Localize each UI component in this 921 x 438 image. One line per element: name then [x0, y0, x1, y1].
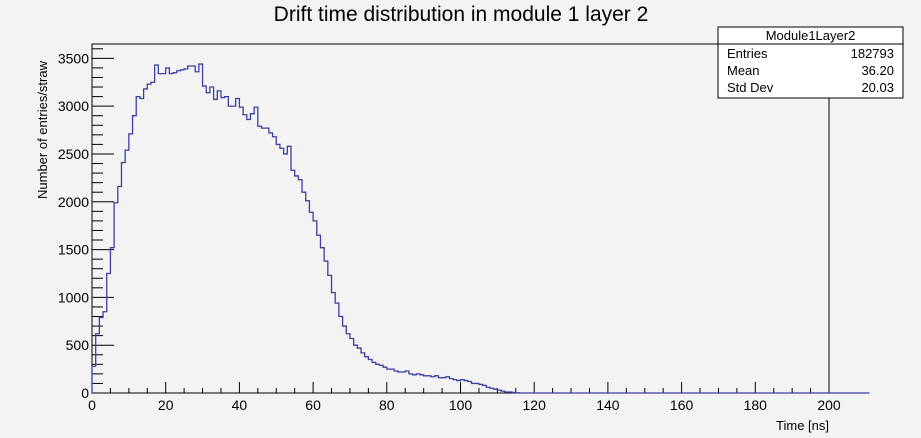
stats-value-mean: 36.20	[861, 63, 894, 78]
x-tick-label: 20	[158, 397, 174, 413]
x-tick-label: 80	[379, 397, 395, 413]
x-tick-label: 60	[305, 397, 321, 413]
y-tick-label: 3500	[58, 50, 89, 66]
stats-box-border	[717, 26, 904, 99]
y-axis-ticks: 0 500 1000 1500 2000 2500 3000 3500	[58, 48, 114, 401]
y-tick-label: 1000	[58, 289, 89, 305]
stats-label-std-dev: Std Dev	[727, 80, 774, 95]
x-tick-label: 120	[523, 397, 547, 413]
y-tick-label: 2500	[58, 146, 89, 162]
y-axis-title: Number of entries/straw	[35, 60, 50, 199]
stats-value-entries: 182793	[851, 46, 894, 61]
x-tick-label: 40	[232, 397, 248, 413]
y-tick-label: 0	[81, 385, 89, 401]
x-tick-label: 100	[449, 397, 473, 413]
stats-box: Module1Layer2 Entries 182793 Mean 36.20 …	[717, 26, 904, 99]
x-tick-label: 180	[744, 397, 768, 413]
histogram-series	[91, 63, 870, 394]
x-tick-label: 200	[817, 397, 841, 413]
y-tick-label: 2000	[58, 194, 89, 210]
x-axis-ticks: 0 20 40 60 80 100 120 140 160 180 200	[88, 382, 841, 413]
x-axis-title: Time [ns]	[776, 418, 829, 433]
y-tick-label: 3000	[58, 98, 89, 114]
x-tick-label: 160	[670, 397, 694, 413]
x-tick-label: 0	[88, 397, 96, 413]
stats-label-entries: Entries	[727, 46, 768, 61]
chart-title: Drift time distribution in module 1 laye…	[274, 3, 649, 26]
stats-label-mean: Mean	[727, 63, 760, 78]
x-tick-label: 140	[596, 397, 620, 413]
stats-box-title: Module1Layer2	[766, 28, 856, 43]
stats-value-std-dev: 20.03	[861, 80, 894, 95]
y-tick-label: 1500	[58, 242, 89, 258]
y-tick-label: 500	[66, 337, 90, 353]
